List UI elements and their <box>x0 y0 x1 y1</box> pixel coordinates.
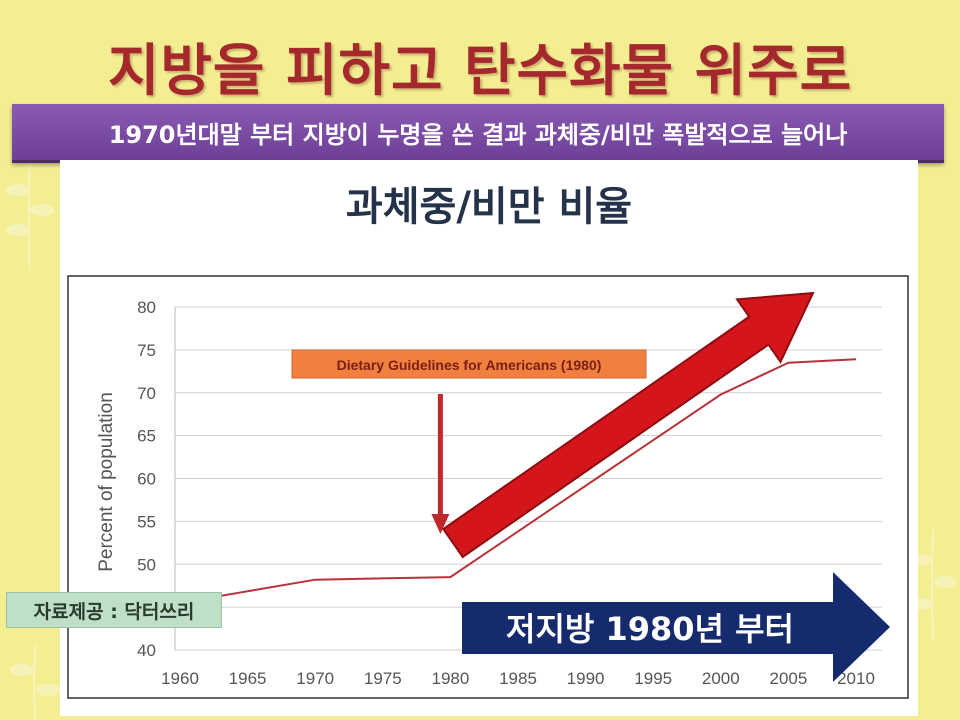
source-label: 자료제공 : 닥터쓰리 <box>6 592 222 628</box>
x-tick-label: 1985 <box>499 669 537 688</box>
source-text: 자료제공 : 닥터쓰리 <box>33 600 195 623</box>
y-tick-label: 75 <box>137 341 156 360</box>
y-tick-label: 40 <box>137 641 156 660</box>
y-tick-label: 50 <box>137 555 156 574</box>
y-tick-label: 60 <box>137 470 156 489</box>
y-tick-label: 70 <box>137 384 156 403</box>
x-tick-label: 1980 <box>431 669 469 688</box>
x-tick-label: 1990 <box>567 669 605 688</box>
guideline-label: Dietary Guidelines for Americans (1980) <box>337 357 602 373</box>
guideline-arrow-head-icon <box>431 514 450 534</box>
slide-title: 지방을 피하고 탄수화물 위주로 <box>107 39 853 104</box>
leaf-decoration-icon <box>6 159 54 270</box>
y-tick-label: 80 <box>137 298 156 317</box>
leaf-decoration-icon <box>10 644 60 720</box>
chart-title: 과체중/비만 비율 <box>345 184 633 230</box>
trend-arrow-icon <box>441 291 815 559</box>
chart-panel: 404550556065707580 196019651970197519801… <box>60 160 918 716</box>
subtitle-text: 1970년대말 부터 지방이 누명을 쓴 결과 과체중/비만 폭발적으로 늘어나 <box>108 120 848 149</box>
y-axis-label: Percent of population <box>96 392 117 572</box>
x-tick-label: 1970 <box>296 669 334 688</box>
y-tick-label: 65 <box>137 427 156 446</box>
x-tick-label: 1975 <box>364 669 402 688</box>
x-tick-label: 2000 <box>702 669 740 688</box>
chart: 404550556065707580 196019651970197519801… <box>67 275 909 699</box>
banner-text: 저지방 1980년 부터 <box>506 610 794 648</box>
x-tick-label: 2010 <box>837 669 875 688</box>
x-tick-label: 1965 <box>229 669 267 688</box>
banner-arrow-icon <box>462 572 890 682</box>
subtitle-banner: 1970년대말 부터 지방이 누명을 쓴 결과 과체중/비만 폭발적으로 늘어나 <box>12 104 944 163</box>
x-tick-label: 2005 <box>769 669 807 688</box>
x-tick-label: 1960 <box>161 669 199 688</box>
series-line <box>179 358 857 604</box>
guideline-label-box <box>291 349 647 379</box>
x-tick-label: 1995 <box>634 669 672 688</box>
y-tick-label: 55 <box>137 512 156 531</box>
